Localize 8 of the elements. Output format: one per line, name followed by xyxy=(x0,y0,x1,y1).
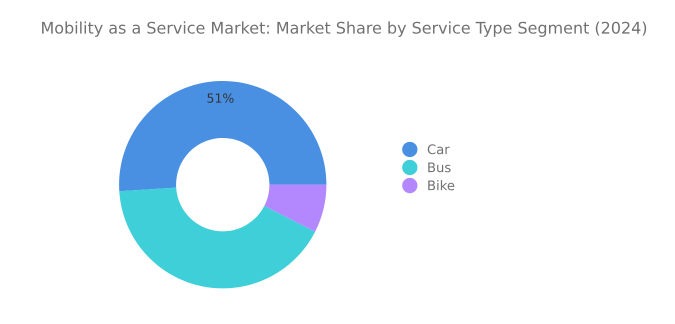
legend-label: Bike xyxy=(428,180,454,190)
data-label: 51% xyxy=(207,93,234,103)
chart-title: Mobility as a Service Market: Market Share by Service Type Segment (2024) xyxy=(42,21,646,37)
donut-slice xyxy=(119,188,316,288)
legend-label: Bus xyxy=(428,162,451,172)
donut-slice xyxy=(264,184,326,232)
legend-label: Car xyxy=(428,144,450,154)
donut-slice xyxy=(119,81,326,192)
